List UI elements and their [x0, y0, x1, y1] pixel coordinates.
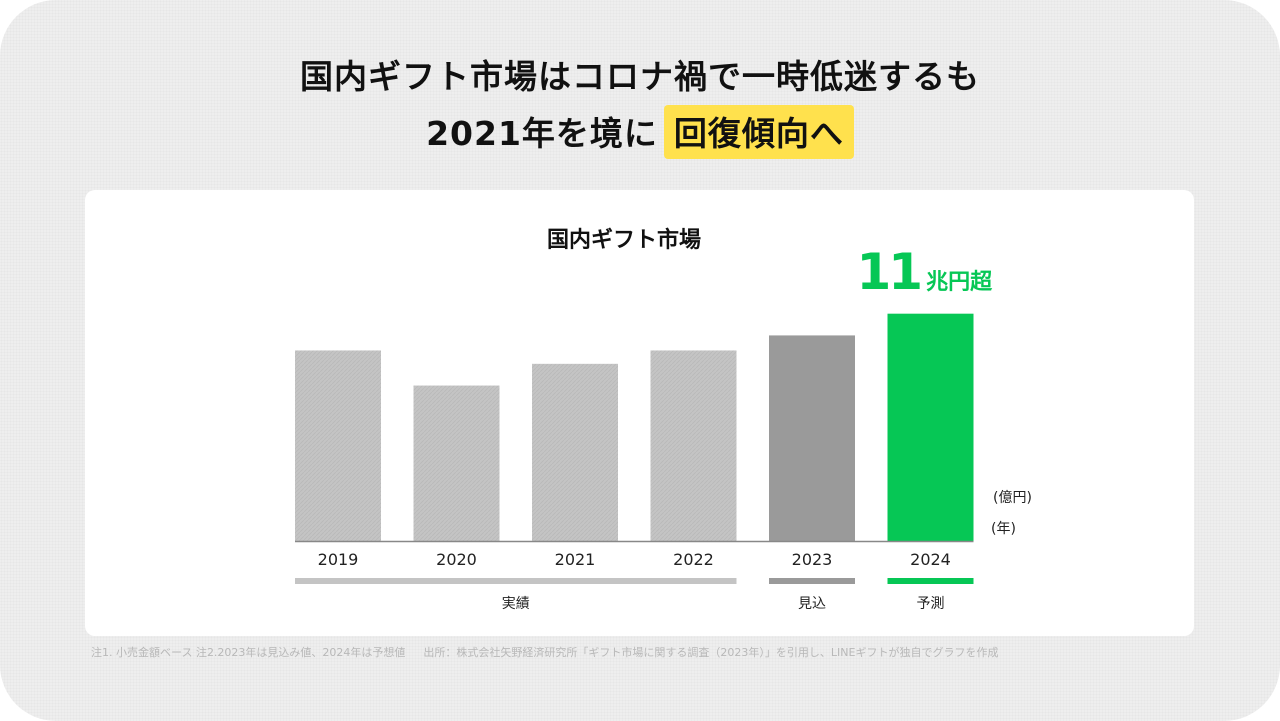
bar-2021	[532, 363, 618, 541]
group-label-2: 予測	[917, 596, 945, 612]
forecast-callout: 11 兆円超	[857, 243, 994, 301]
callout-suffix: 兆円超	[926, 270, 993, 295]
bar-2022	[650, 350, 737, 541]
footnote-source: 出所：株式会社矢野経済研究所「ギフト市場に関する調査（2023年）」を引用し、L…	[423, 646, 999, 659]
group-bar-2	[887, 578, 974, 584]
bar-2019	[295, 350, 381, 541]
bar-2023	[769, 335, 855, 541]
x-tick-label-2024: 2024	[910, 550, 951, 569]
group-label-0: 実績	[502, 596, 530, 612]
group-label-1: 見込	[798, 596, 826, 612]
chart-title-text: 国内ギフト市場	[547, 228, 702, 253]
headline-text-2: 2021年を境に	[426, 114, 658, 153]
callout-number: 11	[857, 243, 921, 301]
headline-line-2: 2021年を境に 回復傾向へ	[0, 105, 1280, 159]
footnote-notes: 注1. 小売金額ベース 注2.2023年は見込み値、2024年は予想値	[91, 646, 406, 659]
x-unit-label: (年)	[991, 521, 1016, 537]
headline-text-1: 国内ギフト市場はコロナ禍で一時低迷するも	[300, 57, 980, 96]
x-tick-label-2023: 2023	[792, 550, 833, 569]
x-tick-label-2019: 2019	[318, 550, 359, 569]
bar-2020	[413, 385, 500, 541]
headline-highlight: 回復傾向へ	[663, 105, 854, 159]
chart-card	[85, 190, 1194, 636]
x-tick-label-2020: 2020	[436, 550, 477, 569]
x-tick-label-2021: 2021	[555, 550, 596, 569]
group-bar-1	[769, 578, 855, 584]
group-bar-0	[295, 578, 737, 584]
y-unit-label: (億円)	[993, 490, 1032, 506]
x-tick-label-2022: 2022	[673, 550, 714, 569]
headline-line-1: 国内ギフト市場はコロナ禍で一時低迷するも	[0, 50, 1280, 98]
bar-2024	[887, 313, 974, 541]
footnote: 注1. 小売金額ベース 注2.2023年は見込み値、2024年は予想値 出所：株式…	[91, 644, 998, 660]
